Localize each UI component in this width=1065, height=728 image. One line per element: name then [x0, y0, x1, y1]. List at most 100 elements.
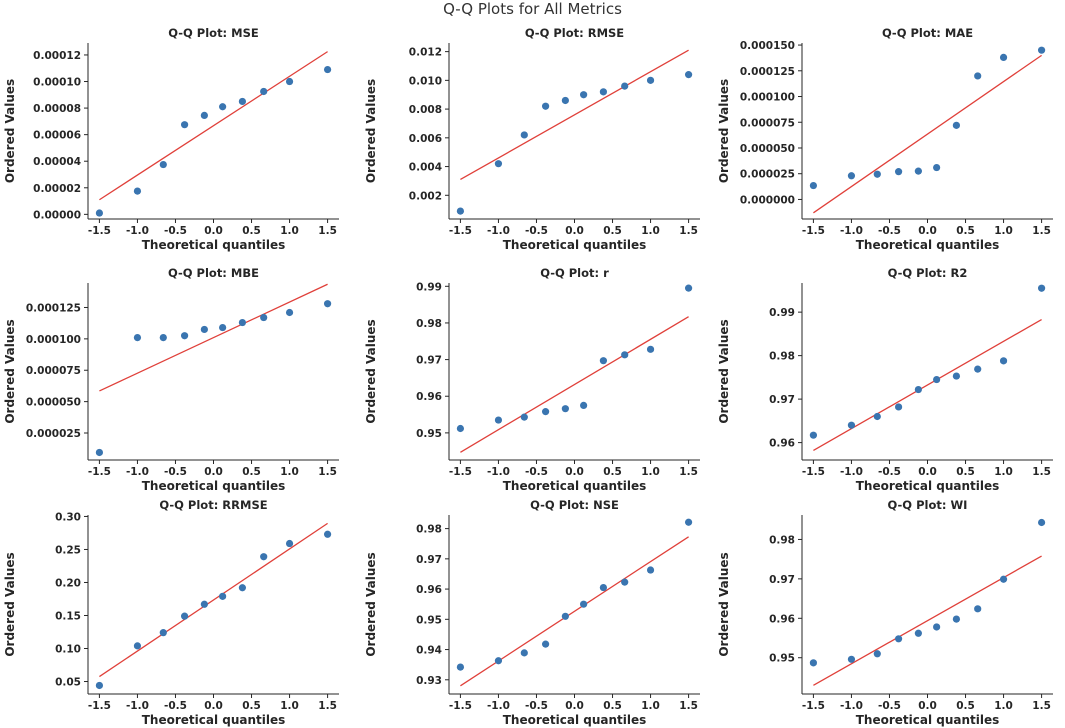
y-tick-label: 0.95: [769, 653, 795, 665]
panel-title: Q-Q Plot: MAE: [882, 26, 973, 40]
data-point: [1037, 46, 1046, 54]
x-tick-label: 1.5: [318, 700, 337, 712]
data-point: [238, 318, 247, 327]
x-tick-label: 0.0: [918, 700, 937, 712]
x-tick-label: 0.0: [565, 225, 584, 237]
x-tick-label: 1.0: [280, 225, 299, 237]
data-point: [684, 284, 693, 292]
data-point: [914, 167, 922, 175]
y-tick-label: 0.93: [416, 675, 442, 687]
data-point: [952, 372, 961, 380]
data-point: [159, 160, 167, 169]
data-point: [580, 91, 588, 99]
data-point: [952, 615, 961, 623]
data-point: [894, 403, 903, 411]
y-tick-label: 0.97: [769, 394, 795, 406]
y-tick-label: 0.96: [416, 391, 442, 403]
x-tick-label: 0.0: [204, 225, 223, 237]
x-tick-label: 0.5: [603, 700, 622, 712]
data-point: [873, 650, 881, 658]
x-tick-label: 0.0: [204, 700, 223, 712]
panel-title: Q-Q Plot: WI: [888, 498, 968, 512]
x-tick-label: -0.5: [164, 700, 187, 712]
panel-title: Q-Q Plot: MBE: [168, 266, 259, 280]
y-tick-label: 0.000075: [740, 117, 795, 129]
panel-title: Q-Q Plot: NSE: [530, 498, 619, 512]
x-axis-label: Theoretical quantiles: [856, 479, 1000, 493]
data-point: [580, 401, 588, 409]
qq-panel-7: Q-Q Plot: RRMSE -1.5 -1.0 -0.5 0.0 0.5 1.0 1.5 0…: [3, 498, 339, 727]
data-point: [180, 612, 189, 620]
x-tick-label: -1.0: [487, 466, 510, 478]
data-point: [580, 600, 588, 608]
x-tick-label: 1.0: [280, 700, 299, 712]
data-point: [200, 111, 208, 119]
fit-line: [813, 555, 1042, 686]
y-tick-label: 0.98: [416, 318, 442, 330]
y-tick-label: 0.00006: [33, 130, 81, 142]
data-point: [646, 566, 655, 574]
y-tick-label: 0.97: [769, 574, 795, 586]
data-point: [285, 77, 294, 86]
y-tick-label: 0.000150: [740, 40, 795, 52]
data-point: [285, 539, 294, 548]
y-tick-label: 0.012: [409, 47, 442, 59]
x-tick-label: 1.5: [679, 700, 698, 712]
data-point: [621, 82, 629, 90]
x-tick-label: -0.5: [878, 700, 901, 712]
data-point: [323, 65, 332, 74]
x-tick-label: 1.0: [994, 466, 1013, 478]
x-tick-label: -0.5: [525, 225, 548, 237]
y-tick-label: 0.98: [416, 524, 442, 536]
data-point: [219, 323, 227, 332]
data-point: [933, 163, 941, 172]
data-point: [95, 448, 104, 457]
data-point: [1037, 284, 1046, 292]
x-tick-label: 1.5: [1032, 700, 1051, 712]
x-tick-label: -1.0: [840, 225, 863, 237]
y-tick-label: 0.000075: [26, 365, 81, 377]
x-tick-label: 1.0: [641, 466, 660, 478]
fit-line: [99, 283, 328, 392]
y-tick-label: 0.00000: [33, 209, 81, 221]
x-tick-label: -1.5: [88, 700, 111, 712]
data-point: [200, 600, 208, 608]
data-point: [974, 365, 982, 373]
data-point: [561, 96, 569, 105]
y-axis-label: Ordered Values: [717, 552, 731, 656]
x-tick-label: 1.0: [994, 225, 1013, 237]
data-point: [599, 88, 608, 96]
y-tick-label: 0.000025: [740, 169, 795, 181]
data-point: [894, 635, 903, 643]
data-point: [952, 121, 961, 129]
fit-line: [99, 522, 328, 678]
data-point: [159, 629, 167, 637]
data-point: [561, 405, 569, 413]
y-tick-label: 0.95: [416, 428, 442, 440]
y-tick-label: 0.000125: [26, 302, 81, 314]
x-tick-label: -1.0: [487, 225, 510, 237]
y-tick-label: 0.20: [55, 577, 81, 589]
qq-panel-4: Q-Q Plot: MBE -1.5 -1.0 -0.5 0.0 0.5 1.0 1.5 0.0…: [3, 266, 339, 493]
data-point: [541, 102, 550, 110]
y-axis-label: Ordered Values: [3, 552, 17, 656]
y-tick-label: 0.96: [416, 584, 442, 596]
data-point: [561, 612, 569, 620]
data-point: [894, 168, 903, 176]
data-point: [456, 207, 465, 215]
y-tick-label: 0.000100: [740, 92, 795, 104]
data-point: [219, 592, 227, 600]
data-point: [260, 553, 268, 561]
y-tick-label: 0.006: [409, 133, 442, 145]
data-point: [999, 53, 1008, 62]
fit-line: [460, 536, 689, 687]
data-point: [847, 172, 856, 180]
x-axis-label: Theoretical quantiles: [503, 479, 647, 493]
y-tick-label: 0.00008: [33, 103, 81, 115]
data-point: [133, 334, 142, 342]
data-point: [646, 76, 655, 84]
x-tick-label: 1.0: [994, 700, 1013, 712]
y-axis-label: Ordered Values: [3, 319, 17, 423]
x-tick-label: -1.5: [449, 700, 472, 712]
